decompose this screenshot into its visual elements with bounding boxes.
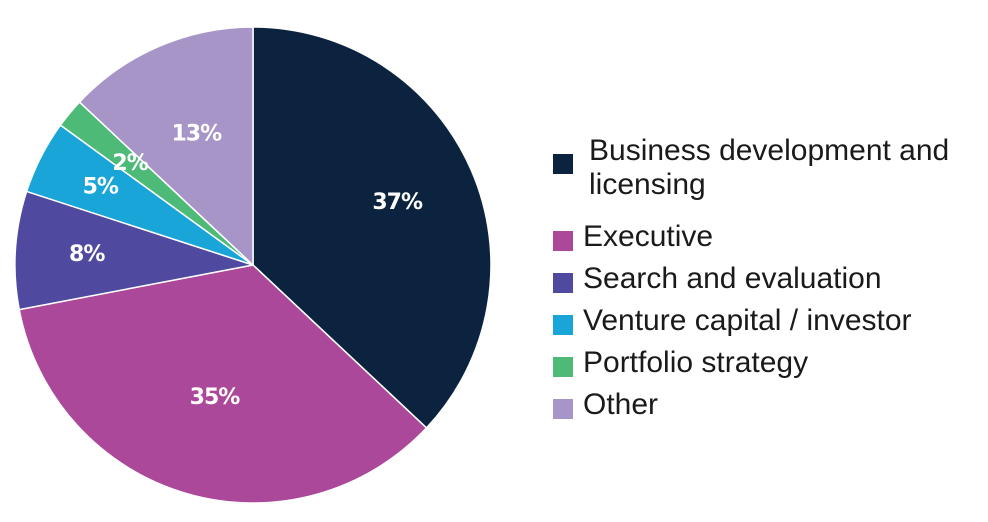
pie-slice-0 — [252, 26, 492, 429]
legend-item-venture-capital: Venture capital / investor — [553, 304, 983, 338]
pie-slice-5 — [78, 26, 254, 267]
pie-slice-1 — [18, 264, 428, 504]
legend-label: Business development and licensing — [589, 134, 950, 201]
legend-swatch — [553, 315, 573, 335]
pie-chart: 37% 35% 8% 5%2% 13% — [14, 26, 492, 504]
legend-item-other: Other — [553, 388, 983, 422]
legend-item-business-development: Business development and licensing — [553, 134, 983, 202]
legend-swatch — [553, 399, 573, 419]
legend-item-search-evaluation: Search and evaluation — [553, 262, 983, 296]
pie-slice-label-4: 2% — [112, 151, 148, 176]
legend-label: Other — [583, 388, 659, 421]
legend-label: Portfolio strategy — [583, 346, 809, 379]
pie-slice-2 — [14, 190, 254, 311]
legend-swatch — [553, 357, 573, 377]
pie-slice-label-2: 8% — [69, 242, 105, 267]
legend-swatch — [553, 273, 573, 293]
legend: Business development and licensing Execu… — [553, 134, 983, 430]
pie-slice-label-0: 37% — [372, 190, 423, 215]
pie-slice-label-3: 5% — [83, 175, 119, 200]
legend-item-portfolio-strategy: Portfolio strategy — [553, 346, 983, 380]
legend-label: Executive — [583, 220, 714, 253]
legend-swatch — [553, 231, 573, 251]
pie-slice-label-5: 13% — [171, 121, 222, 146]
legend-label: Venture capital / investor — [583, 304, 912, 337]
legend-label: Search and evaluation — [583, 262, 882, 295]
legend-swatch — [553, 154, 573, 174]
pie-slice-label-1: 35% — [190, 385, 241, 410]
legend-item-executive: Executive — [553, 220, 983, 254]
